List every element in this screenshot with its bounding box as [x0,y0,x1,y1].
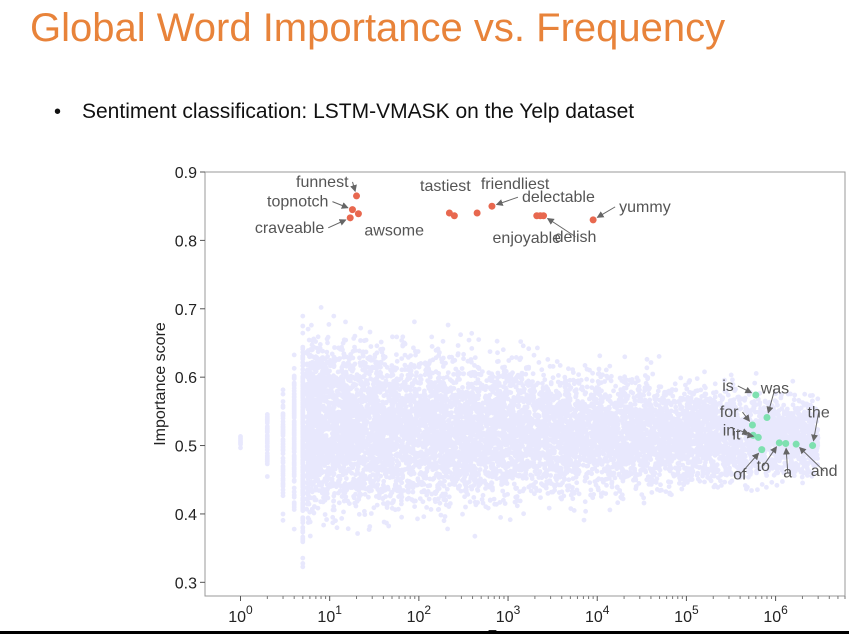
scatter-cloud [238,305,821,570]
x-tick-label: 105 [674,603,699,626]
y-axis-label: Importance score [152,322,169,446]
high-word-label: tastiest [420,178,471,195]
low-word-point [758,446,766,454]
scatter-points [238,305,821,570]
high-word-arrow [546,217,576,238]
low-word-label: was [760,381,789,398]
bullet-item: • Sentiment classification: LSTM-VMASK o… [54,100,634,124]
high-word-arrow [332,201,349,209]
high-word-label: delish [555,229,597,246]
low-word-point [752,391,760,399]
chart-svg: funnest topnotch craveable awsome tastiest fr… [152,165,846,639]
plot-frame [204,171,846,597]
high-word-label: friendliest [481,176,550,193]
y-tick-label: 0.6 [175,370,197,387]
low-word-point [792,440,800,448]
low-word-arrow [742,411,751,422]
high-word-point [346,214,354,222]
low-word-arrow [766,388,776,414]
high-word-arrow [596,206,616,218]
high-word-arrow [328,219,347,229]
low-word-point [754,433,762,441]
high-word-point [473,209,481,217]
high-word-label: awsome [364,223,424,240]
low-word-label: of [733,467,747,484]
x-tick-label: 102 [407,603,432,626]
low-word-arrow [799,446,825,472]
low-word-label: is [722,378,734,395]
low-word-label: for [720,404,739,421]
high-word-label: yummy [619,199,671,216]
y-tick-label: 0.3 [175,575,197,592]
x-tick-label: 106 [763,603,788,626]
y-tick-label: 0.5 [175,439,197,456]
high-word-point [488,202,496,210]
high-word-arrow [495,196,519,206]
low-word-label: the [807,405,829,422]
low-word-point [809,442,817,450]
y-tick-label: 0.4 [175,507,197,524]
low-word-label: it [732,426,741,443]
scatter-chart: funnest topnotch craveable awsome tastiest fr… [145,160,849,639]
bottom-bar [0,631,849,634]
low-word-arrow [783,447,791,473]
highlight-marks: funnest topnotch craveable awsome tastiest fr… [255,174,838,484]
high-word-label: delectable [522,189,595,206]
low-word-label: in [723,422,735,439]
high-word-point [353,192,361,200]
low-word-point [775,439,783,447]
high-word-point [354,210,362,218]
low-word-point [748,421,756,429]
low-word-arrow [739,452,760,475]
low-word-arrow [737,385,753,394]
high-word-arrow [350,181,357,193]
bullet-text: Sentiment classification: LSTM-VMASK on … [82,100,635,123]
low-word-point [782,439,790,447]
y-tick-label: 0.9 [175,165,197,182]
y-tick-label: 0.7 [175,302,197,319]
high-word-label: topnotch [267,194,328,211]
chart-axes: 0.3 0.4 0.5 0.6 0.7 0.8 0.9 100 101 102 103 104 105 1… [152,165,846,639]
high-word-point [536,212,544,220]
bullet-dot: • [54,100,62,123]
low-word-arrow [811,412,820,442]
x-tick-label: 104 [585,603,610,626]
high-word-point [348,206,356,214]
low-word-label: to [757,458,770,475]
low-word-label: a [783,464,792,481]
x-tick-label: 103 [496,603,521,626]
high-word-label: funnest [296,174,349,191]
high-word-label: enjoyable [493,230,562,247]
y-tick-label: 0.8 [175,233,197,250]
high-word-label: craveable [255,220,324,237]
low-word-arrow [744,431,755,439]
high-word-point [450,212,458,220]
x-tick-label: 101 [317,603,342,626]
slide-title: Global Word Importance vs. Frequency [30,6,726,50]
low-word-arrow [762,446,778,467]
high-word-point [589,216,597,224]
low-word-label: and [811,463,838,480]
x-tick-label: 100 [228,603,253,626]
low-word-point [763,414,771,422]
